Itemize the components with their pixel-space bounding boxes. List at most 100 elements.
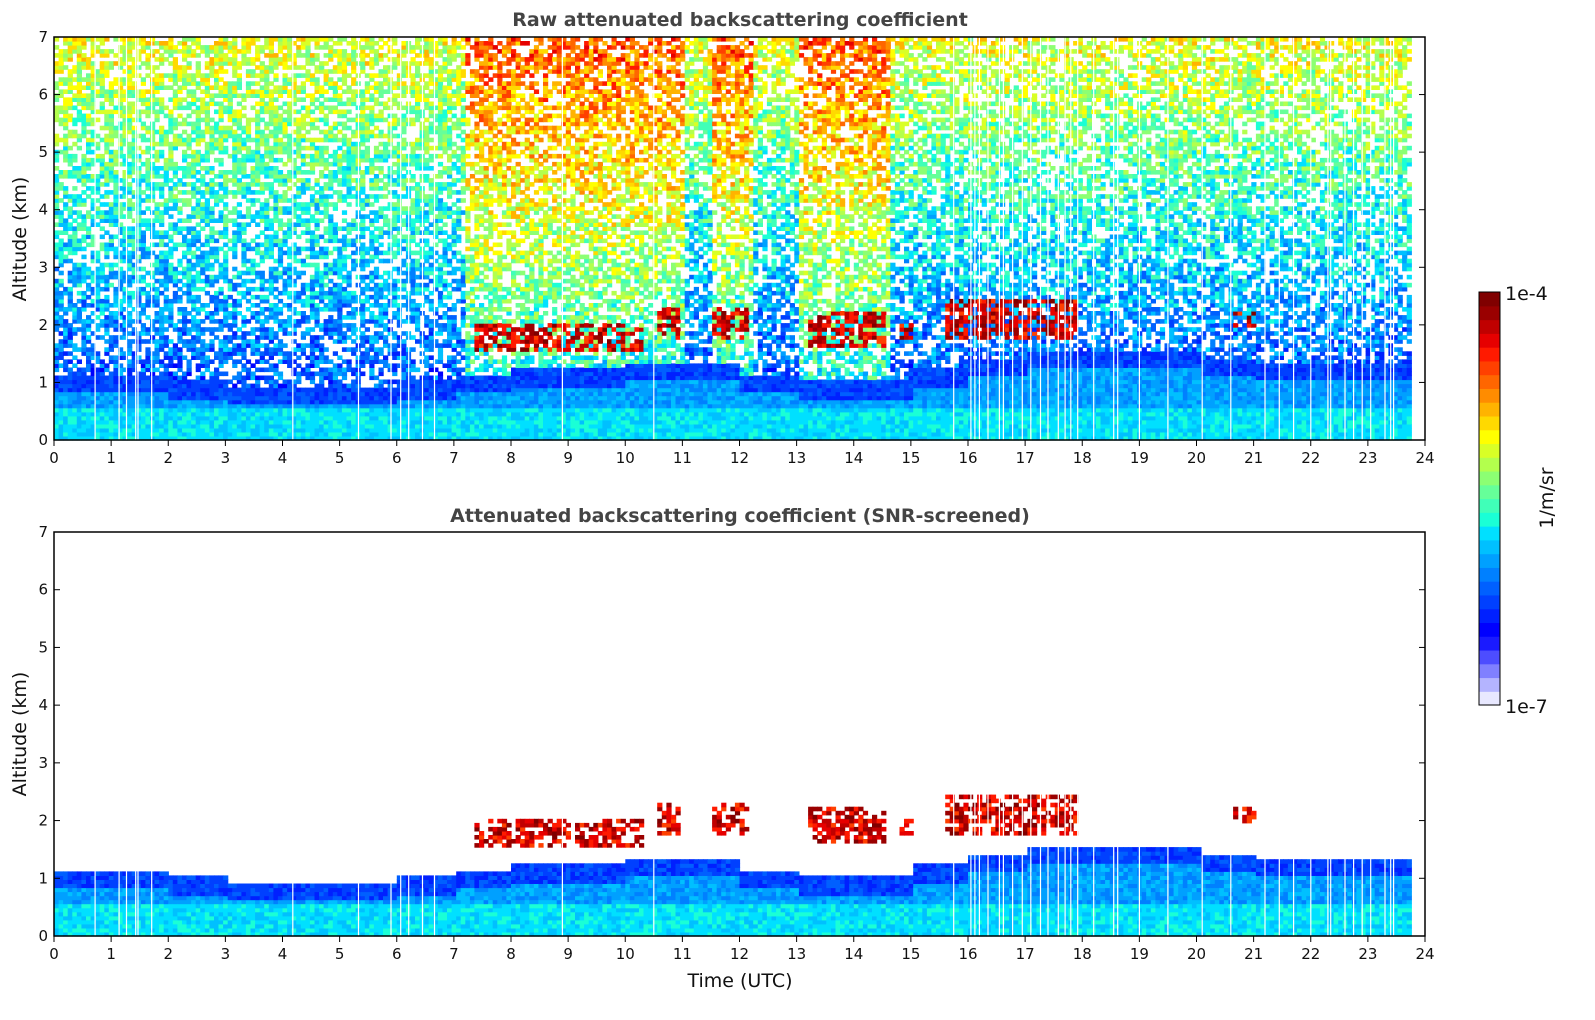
heatmap-cell [264, 37, 270, 42]
heatmap-cell [72, 45, 78, 50]
heatmap-cell [218, 407, 224, 413]
heatmap-cell [86, 234, 92, 240]
heatmap-cell [351, 170, 357, 175]
heatmap-cell [218, 298, 224, 304]
heatmap-cell [108, 427, 114, 433]
heatmap-cell [99, 182, 105, 187]
heatmap-cell [323, 411, 329, 417]
heatmap-cell [259, 182, 265, 187]
heatmap-cell [145, 149, 151, 155]
heatmap-cell [241, 415, 247, 421]
heatmap-cell [337, 307, 343, 312]
heatmap-cell [168, 238, 174, 244]
heatmap-cell [264, 105, 270, 111]
heatmap-cell [291, 367, 297, 373]
heatmap-cell [104, 319, 110, 324]
heatmap-cell [378, 395, 384, 401]
heatmap-cell [282, 303, 288, 308]
heatmap-cell [150, 97, 156, 102]
heatmap-cell [218, 41, 224, 46]
heatmap-cell [351, 81, 357, 86]
heatmap-cell [200, 178, 206, 183]
heatmap-cell [127, 89, 133, 94]
heatmap-cell [58, 387, 64, 393]
heatmap-cell [369, 403, 375, 409]
heatmap-cell [113, 339, 119, 344]
heatmap-cell [305, 331, 311, 336]
heatmap-cell [287, 117, 293, 123]
heatmap-cell [145, 298, 151, 304]
heatmap-cell [337, 37, 343, 42]
heatmap-cell [154, 339, 160, 344]
heatmap-cell [168, 109, 174, 115]
heatmap-cell [341, 290, 348, 296]
heatmap-cell [277, 125, 284, 131]
heatmap-cell [113, 270, 119, 276]
heatmap-cell [282, 343, 288, 348]
heatmap-cell [227, 427, 233, 433]
heatmap-cell [140, 242, 146, 248]
heatmap-cell [150, 351, 156, 356]
heatmap-cell [67, 339, 73, 344]
heatmap-cell [236, 311, 242, 316]
heatmap-cell [236, 423, 242, 429]
heatmap-cell [364, 145, 370, 151]
heatmap-cell [337, 327, 343, 332]
heatmap-cell [67, 89, 73, 94]
heatmap-cell [118, 391, 124, 397]
heatmap-cell [351, 161, 357, 167]
heatmap-cell [186, 202, 192, 207]
heatmap-cell [351, 294, 357, 300]
heatmap-cell [172, 121, 178, 127]
heatmap-cell [268, 254, 274, 260]
heatmap-cell [204, 190, 210, 195]
heatmap-cell [99, 262, 105, 268]
heatmap-cell [300, 170, 306, 175]
heatmap-cell [300, 395, 306, 401]
heatmap-cell [277, 242, 284, 248]
heatmap-cell [104, 307, 110, 312]
heatmap-cell [90, 97, 96, 102]
heatmap-cell [328, 387, 334, 393]
heatmap-cell [323, 331, 329, 336]
heatmap-cell [122, 170, 128, 175]
heatmap-cell [131, 383, 137, 389]
heatmap-cell [277, 238, 284, 244]
heatmap-cell [145, 222, 151, 227]
heatmap-cell [341, 347, 348, 352]
heatmap-cell [163, 85, 169, 90]
heatmap-cell [67, 335, 73, 340]
heatmap-cell [186, 266, 192, 272]
heatmap-cell [168, 250, 174, 256]
heatmap-cell [113, 125, 119, 131]
heatmap-cell [86, 335, 92, 340]
heatmap-cell [118, 363, 124, 368]
heatmap-cell [90, 45, 96, 50]
heatmap-cell [245, 298, 252, 304]
heatmap-cell [131, 419, 137, 425]
heatmap-cell [373, 57, 380, 62]
heatmap-cell [99, 411, 105, 417]
heatmap-cell [223, 351, 229, 356]
heatmap-cell [287, 278, 293, 284]
heatmap-cell [209, 214, 215, 219]
heatmap-cell [332, 282, 338, 288]
heatmap-cell [236, 157, 242, 163]
heatmap-cell [341, 427, 348, 433]
heatmap-cell [214, 290, 220, 296]
heatmap-cell [104, 254, 110, 260]
heatmap-cell [58, 355, 64, 360]
heatmap-cell [113, 105, 119, 111]
heatmap-cell [305, 387, 311, 393]
heatmap-cell [369, 157, 375, 163]
heatmap-cell [204, 73, 210, 78]
heatmap-cell [227, 129, 233, 135]
heatmap-cell [259, 274, 265, 280]
heatmap-cell [154, 436, 160, 441]
heatmap-cell [319, 270, 325, 276]
heatmap-cell [154, 258, 160, 264]
heatmap-cell [328, 186, 334, 191]
heatmap-cell [255, 315, 261, 320]
heatmap-cell [136, 113, 142, 119]
heatmap-cell [99, 387, 105, 393]
